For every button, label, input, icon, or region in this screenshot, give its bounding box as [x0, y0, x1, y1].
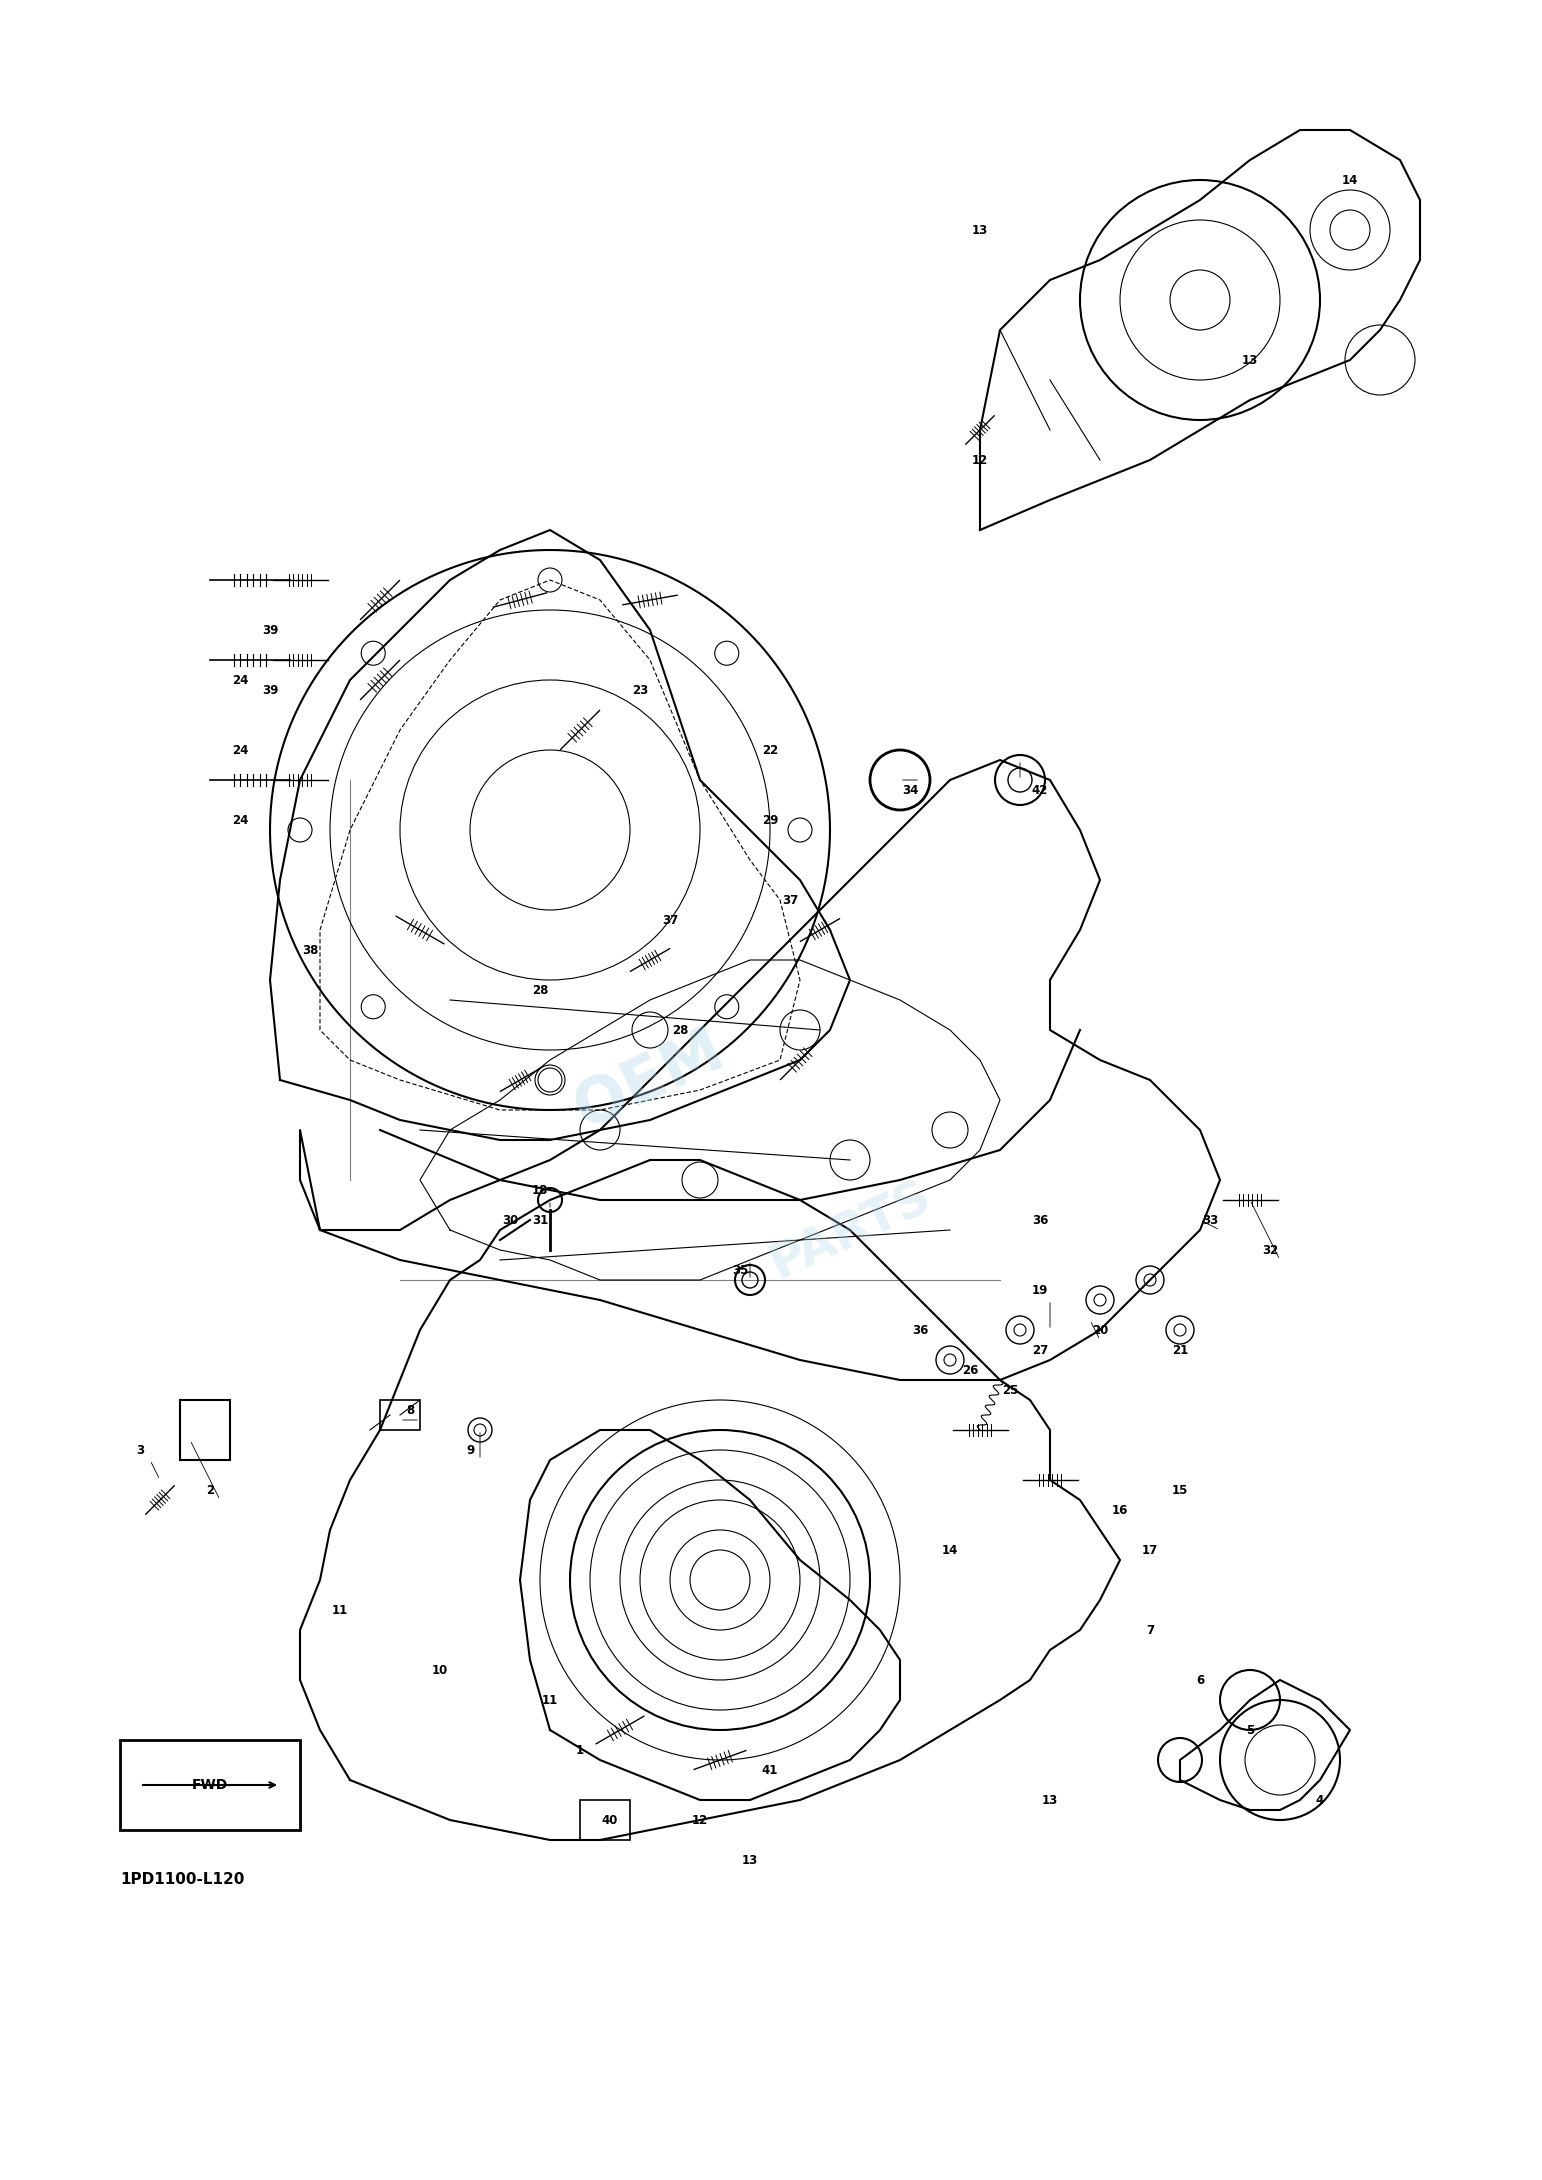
Text: 13: 13 [1042, 1794, 1058, 1807]
Text: 13: 13 [742, 1853, 759, 1866]
Text: 37: 37 [782, 894, 799, 907]
Text: 39: 39 [262, 685, 278, 695]
Text: 26: 26 [962, 1362, 978, 1376]
Text: 19: 19 [1032, 1284, 1049, 1297]
Text: 27: 27 [1032, 1343, 1049, 1356]
Text: 24: 24 [231, 674, 248, 687]
Text: 28: 28 [672, 1022, 688, 1036]
Text: 16: 16 [1112, 1504, 1129, 1517]
Text: 11: 11 [541, 1694, 558, 1707]
Text: 8: 8 [406, 1404, 415, 1417]
Text: PARTS: PARTS [762, 1173, 938, 1288]
Text: 42: 42 [1032, 783, 1049, 796]
Text: 37: 37 [662, 913, 678, 926]
Bar [120, 1740, 301, 1829]
Text: 13: 13 [1241, 353, 1258, 366]
Text: 25: 25 [1002, 1384, 1018, 1397]
Text: 13: 13 [971, 225, 988, 235]
Text: 30: 30 [501, 1214, 518, 1227]
Text: 7: 7 [1146, 1624, 1153, 1637]
Bar [180, 1400, 230, 1461]
Text: 20: 20 [1092, 1323, 1109, 1336]
Text: 9: 9 [466, 1443, 473, 1456]
Text: 22: 22 [762, 743, 779, 756]
Text: 29: 29 [762, 813, 779, 826]
Text: 35: 35 [732, 1264, 748, 1277]
Text: 10: 10 [432, 1663, 449, 1676]
Bar [379, 1400, 419, 1430]
Text: FWD: FWD [191, 1779, 228, 1792]
Text: 32: 32 [1261, 1243, 1278, 1256]
Text: 39: 39 [262, 623, 278, 637]
Text: 33: 33 [1201, 1214, 1218, 1227]
Text: 23: 23 [632, 685, 648, 695]
Text: 1: 1 [577, 1744, 584, 1757]
Text: 36: 36 [1032, 1214, 1049, 1227]
Text: 1PD1100-L120: 1PD1100-L120 [120, 1873, 244, 1888]
Text: 2: 2 [207, 1485, 214, 1495]
Text: 5: 5 [1246, 1724, 1254, 1737]
Text: 41: 41 [762, 1764, 779, 1777]
Text: 12: 12 [971, 453, 988, 467]
Text: 24: 24 [231, 813, 248, 826]
Text: 36: 36 [911, 1323, 928, 1336]
Bar [580, 1801, 631, 1840]
Text: 6: 6 [1197, 1674, 1204, 1687]
Text: 21: 21 [1172, 1343, 1189, 1356]
Text: 34: 34 [902, 783, 917, 796]
Text: 28: 28 [532, 983, 549, 996]
Text: OEM: OEM [566, 1020, 734, 1140]
Text: 12: 12 [692, 1814, 708, 1827]
Text: 38: 38 [302, 944, 318, 957]
Text: 18: 18 [532, 1184, 549, 1197]
Text: 11: 11 [332, 1604, 348, 1618]
Text: 15: 15 [1172, 1485, 1189, 1495]
Text: 4: 4 [1315, 1794, 1325, 1807]
Text: 14: 14 [1342, 174, 1359, 187]
Text: 3: 3 [136, 1443, 143, 1456]
Text: 40: 40 [601, 1814, 618, 1827]
Text: 31: 31 [532, 1214, 547, 1227]
Text: 17: 17 [1143, 1543, 1158, 1557]
Text: 14: 14 [942, 1543, 958, 1557]
Text: 24: 24 [231, 743, 248, 756]
